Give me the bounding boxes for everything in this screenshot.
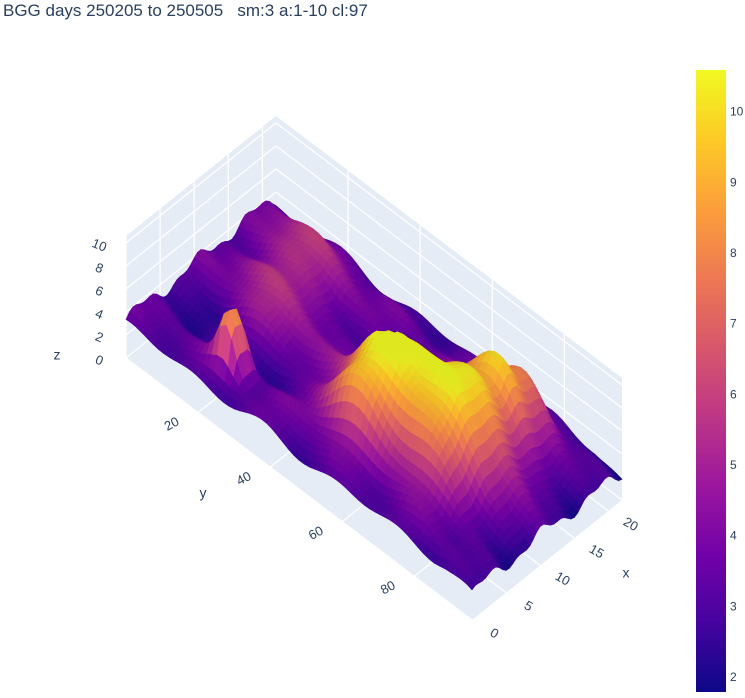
z-tick-label: 8 xyxy=(93,260,105,277)
colorbar-tick-label: 8 xyxy=(730,246,737,260)
x-tick-label: 15 xyxy=(587,541,607,561)
colorbar-tick-label: 3 xyxy=(730,599,737,613)
y-axis-title: y xyxy=(200,485,207,501)
colorbar-tick-label: 9 xyxy=(730,175,737,189)
colorbar-tick-label: 4 xyxy=(730,529,737,543)
colorbar-tick-label: 2 xyxy=(730,670,737,684)
colorbar-tick-label: 10 xyxy=(730,105,744,119)
x-tick-label: 10 xyxy=(553,568,573,588)
x-tick-label: 20 xyxy=(621,514,641,534)
y-tick-label: 80 xyxy=(378,577,398,597)
x-tick-label: 5 xyxy=(522,598,536,615)
z-tick-label: 10 xyxy=(90,235,109,254)
y-tick-label: 40 xyxy=(234,468,254,488)
x-tick-label: 0 xyxy=(488,625,502,642)
surface-cell xyxy=(466,578,476,591)
surface[interactable] xyxy=(125,200,623,591)
colorbar-tick-label: 5 xyxy=(730,458,737,472)
colorbar-gradient xyxy=(696,70,726,692)
y-tick-label: 60 xyxy=(306,523,326,543)
axis-ticks: 20 40 60 80 0 5 10 15 20 0 2 4 6 8 10 y x z xyxy=(54,235,641,641)
z-axis-title: z xyxy=(54,347,61,363)
x-axis-title: x xyxy=(623,565,630,581)
z-tick-label: 4 xyxy=(93,306,105,323)
z-tick-label: 6 xyxy=(93,283,105,300)
colorbar: 2 3 4 5 6 7 8 9 10 xyxy=(696,70,744,692)
colorbar-tick-label: 7 xyxy=(730,317,737,331)
colorbar-tick-label: 6 xyxy=(730,387,737,401)
z-tick-label: 2 xyxy=(93,329,105,346)
y-tick-label: 20 xyxy=(162,414,182,434)
chart-title: BGG days 250205 to 250505 sm:3 a:1-10 cl… xyxy=(3,1,368,20)
z-tick-label: 0 xyxy=(93,352,105,369)
